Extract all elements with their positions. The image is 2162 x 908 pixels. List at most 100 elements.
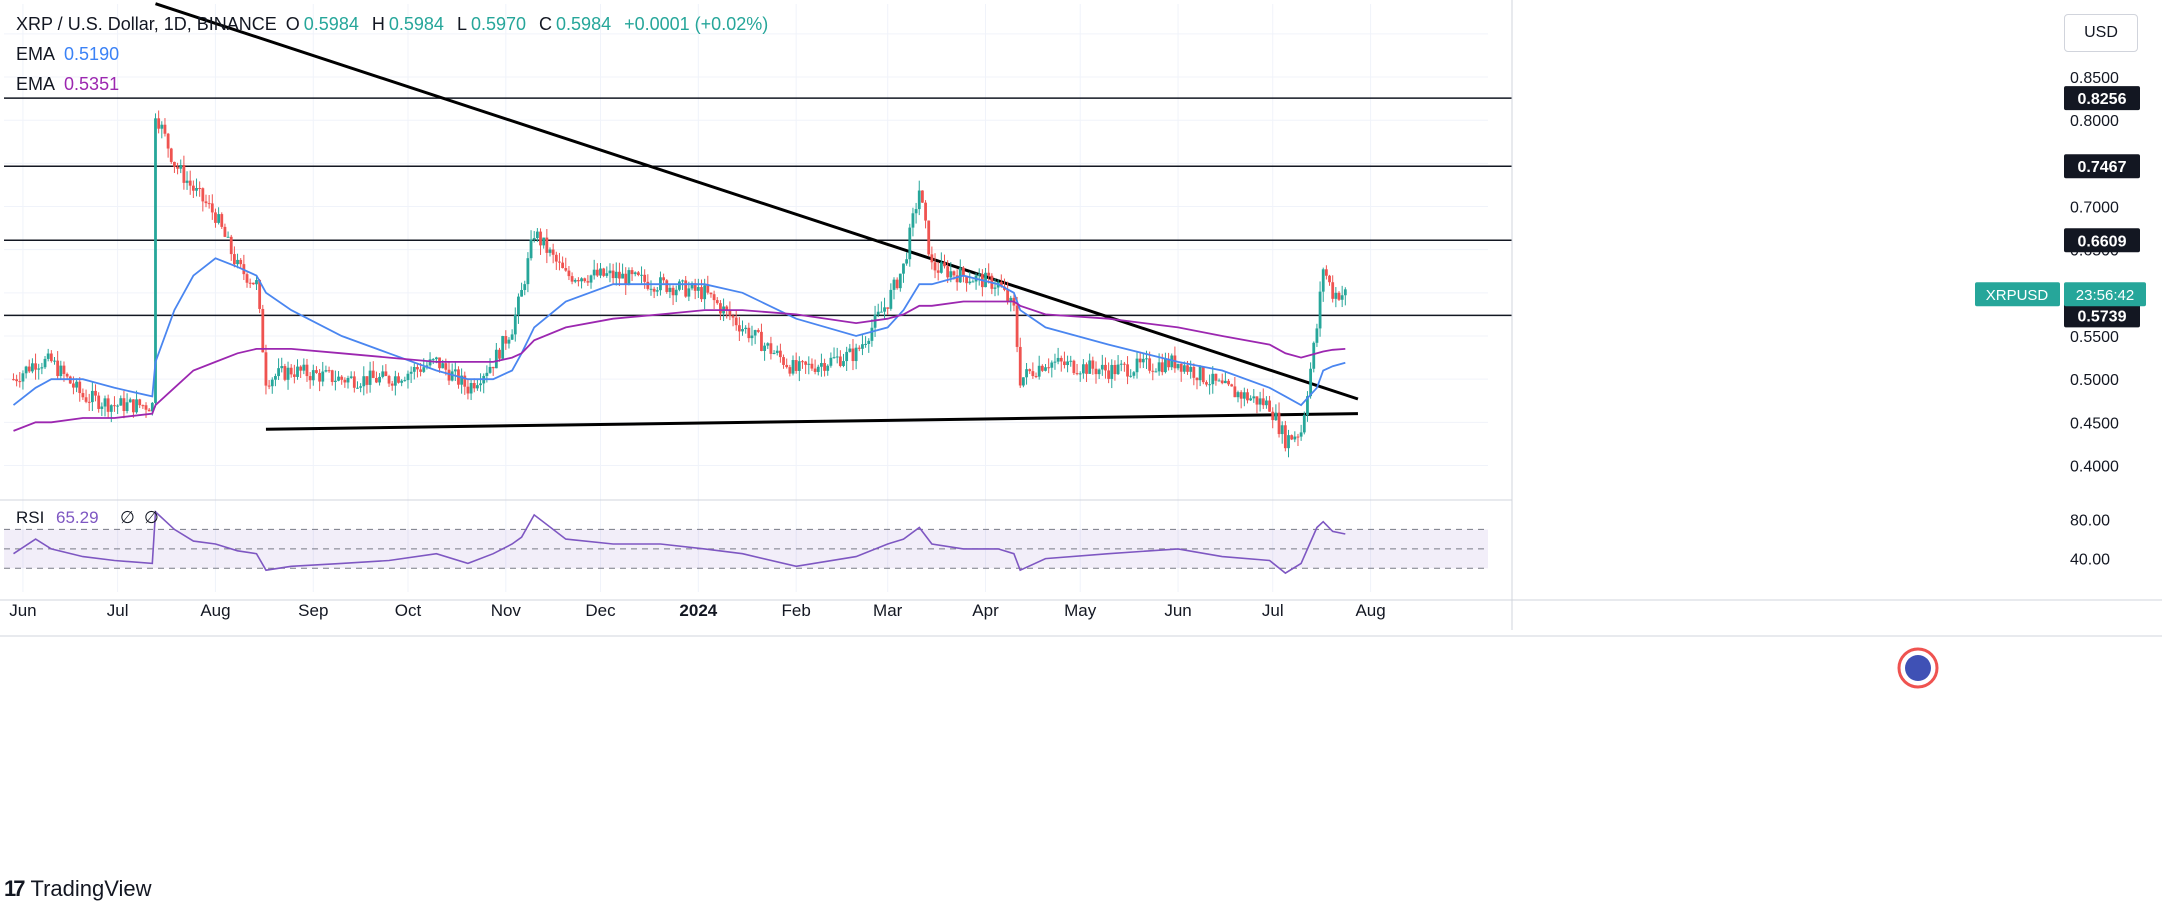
candle-body — [397, 376, 400, 383]
candle-body — [864, 343, 867, 345]
candle-body — [311, 370, 315, 381]
candle-body — [851, 348, 855, 362]
candle-body — [801, 361, 804, 363]
candle-body — [163, 124, 167, 134]
symbol-title: XRP / U.S. Dollar, 1D, BINANCE — [16, 14, 277, 34]
candle-body — [365, 376, 369, 385]
candle-body — [128, 399, 132, 403]
candle-body — [267, 385, 271, 387]
candle-body — [1037, 365, 1041, 377]
price-level-labels: 0.8256 0.7467 0.6609 0.5739 XRPUSD 23:56:42 — [1975, 86, 2146, 328]
time-tick-label: Aug — [1355, 601, 1385, 620]
currency-button[interactable]: USD — [2064, 14, 2138, 52]
candle-body — [558, 261, 561, 263]
candle-body — [406, 373, 410, 381]
candle-body — [239, 259, 243, 265]
candle-body — [485, 372, 489, 376]
candle-body — [327, 370, 331, 372]
candle-body — [1022, 377, 1025, 386]
candle-body — [958, 267, 962, 283]
candle-body — [876, 311, 880, 315]
candle-body — [1261, 398, 1265, 406]
candle-body — [763, 345, 767, 351]
candle-body — [1097, 369, 1101, 375]
candle-body — [687, 288, 691, 297]
candle-body — [668, 287, 672, 292]
candle-body — [299, 366, 303, 371]
candle-body — [94, 390, 97, 396]
candle-body — [523, 284, 527, 290]
candle-body — [40, 367, 44, 369]
ema-slow-legend[interactable]: EMA 0.5351 — [16, 74, 123, 95]
level-label-box — [2064, 86, 2140, 111]
candle-body — [1239, 392, 1243, 399]
candle-body — [823, 363, 826, 371]
candle-body — [933, 262, 937, 271]
candle-body — [229, 236, 233, 255]
candle-body — [245, 274, 249, 283]
candle-body — [169, 148, 173, 162]
candle-body — [160, 124, 164, 129]
candle-body — [264, 352, 268, 386]
candle-body — [1119, 363, 1123, 365]
candle-body — [46, 353, 50, 359]
candle-body — [56, 360, 60, 377]
candle-body — [551, 249, 555, 255]
candle-body — [15, 379, 19, 382]
candle-body — [1015, 305, 1019, 347]
candle-body — [1069, 360, 1073, 362]
ema-lines — [12, 257, 1346, 432]
candle-body — [1088, 360, 1092, 374]
candle-body — [460, 375, 464, 385]
candle-body — [554, 254, 558, 262]
candle-body — [914, 209, 918, 214]
candle-body — [305, 364, 309, 377]
candle-body — [302, 364, 306, 371]
candle-body — [1271, 411, 1275, 421]
candle-body — [1283, 425, 1287, 449]
candle-body — [188, 180, 192, 186]
candle-body — [999, 281, 1003, 287]
candle-body — [204, 201, 208, 204]
candle-body — [630, 270, 634, 275]
candle-body — [965, 276, 968, 284]
tradingview-brand[interactable]: 17 TradingView — [4, 876, 152, 902]
time-tick-label: Feb — [782, 601, 811, 620]
candle-body — [842, 361, 845, 366]
candle-body — [106, 398, 110, 412]
candle-body — [715, 300, 719, 304]
candle-body — [173, 161, 176, 167]
candle-body — [182, 164, 186, 183]
candle-body — [49, 353, 53, 362]
time-tick-label: Apr — [972, 601, 999, 620]
time-tick-label: Jun — [9, 601, 36, 620]
candle-body — [924, 202, 927, 221]
candle-body — [340, 376, 344, 380]
candle-body — [144, 405, 148, 410]
candle-body — [488, 366, 492, 373]
candle-body — [1081, 364, 1085, 374]
candle-body — [34, 363, 37, 370]
candle-body — [1223, 380, 1227, 384]
candle-body — [308, 376, 312, 381]
candle-body — [1025, 369, 1028, 378]
time-tick-label: Aug — [200, 601, 230, 620]
ema-fast-label: EMA — [16, 44, 56, 64]
candle-body — [447, 369, 451, 381]
candle-body — [1337, 292, 1341, 300]
candle-body — [1233, 386, 1237, 398]
candle-body — [797, 361, 801, 371]
candle-body — [1085, 364, 1088, 374]
candle-body — [428, 359, 432, 366]
candle-body — [1078, 373, 1082, 375]
candle-body — [725, 306, 729, 310]
candle-body — [362, 376, 366, 387]
candle-body — [1227, 380, 1230, 385]
candle-body — [232, 254, 236, 265]
ema-fast-legend[interactable]: EMA 0.5190 — [16, 44, 123, 65]
candle-body — [835, 356, 839, 358]
candle-body — [258, 280, 262, 309]
candle-body — [580, 278, 583, 282]
candle-body — [1340, 295, 1344, 300]
